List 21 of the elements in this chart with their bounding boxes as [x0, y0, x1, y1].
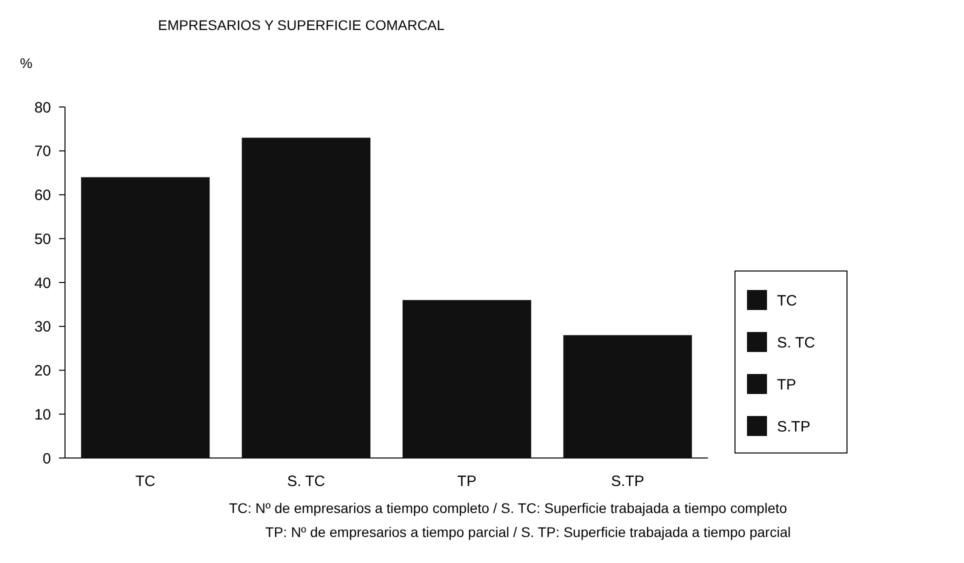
legend-label: TC [777, 292, 798, 310]
chart-title: EMPRESARIOS Y SUPERFICIE COMARCAL [158, 17, 445, 33]
text: TC: Nº de empresarios a tiempo completo / S. TC: Superficie trabajada a tiempo completo [228, 500, 788, 516]
y-tick-label: 20 [34, 362, 51, 380]
x-tick-label: S. TC [287, 473, 326, 490]
y-tick-label: 80 [34, 99, 51, 116]
y-tick-label: 40 [34, 274, 51, 292]
legend-label: TP [777, 376, 796, 394]
x-tick-label: S.TP [610, 473, 644, 490]
y-tick-label: 60 [34, 187, 51, 204]
text: TP: Nº de empresarios a tiempo parcial / S. TP: Superficie trabajada a tiempo parcial [265, 524, 791, 540]
legend-label: S.TP [777, 418, 810, 436]
y-tick-label: 10 [34, 406, 51, 424]
y-tick-label: 70 [34, 143, 51, 160]
y-axis-title: % [20, 55, 32, 71]
legend-label: S. TC [777, 334, 816, 352]
x-tick-label: TP [457, 473, 476, 490]
x-tick-label: TC [135, 473, 156, 490]
y-tick-label: 50 [34, 230, 51, 248]
y-tick-label: 30 [34, 318, 51, 336]
y-tick-label: 0 [42, 450, 51, 468]
